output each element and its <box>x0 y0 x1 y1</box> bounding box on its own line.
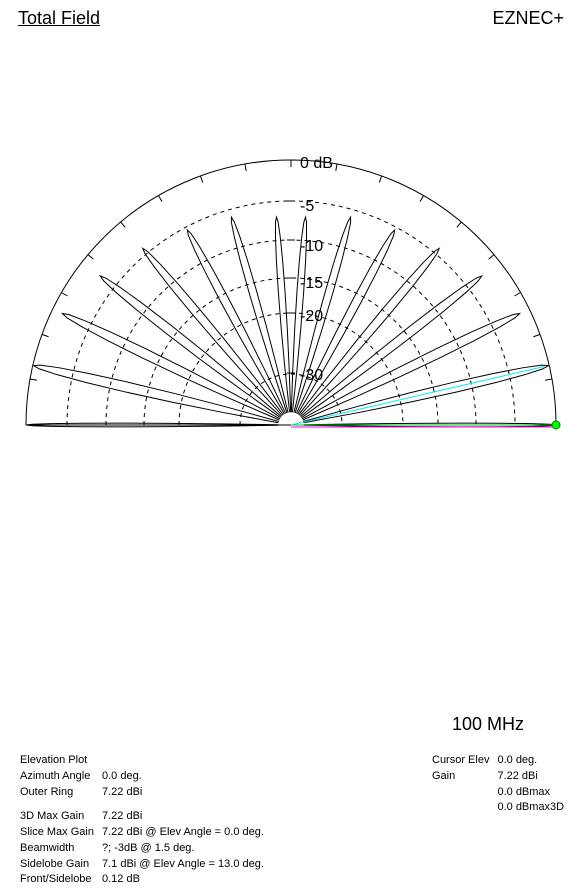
info-left-table: Elevation Plot Azimuth Angle0.0 deg.Outer… <box>18 752 272 889</box>
title-left: Total Field <box>18 8 100 29</box>
info-cell: 0.0 deg. <box>102 770 270 784</box>
info-cell: 7.22 dBi <box>497 770 570 784</box>
info-cell <box>432 786 495 800</box>
info-cell <box>102 754 270 768</box>
info-right-block: Cursor Elev0.0 deg.Gain7.22 dBi 0.0 dBmax… <box>430 752 572 817</box>
polar-chart: 0 dB -5 -10 -15 -20 -30 <box>0 145 582 470</box>
polar-chart-svg: 0 dB -5 -10 -15 -20 -30 <box>0 145 582 465</box>
info-cell: 7.22 dBi <box>102 786 270 800</box>
info-cell: Beamwidth <box>20 842 100 856</box>
info-cell: Front/Sidelobe <box>20 873 100 887</box>
svg-text:-20: -20 <box>300 308 323 325</box>
title-right: EZNEC+ <box>492 8 564 29</box>
info-left-block: Elevation Plot Azimuth Angle0.0 deg.Outer… <box>18 752 272 889</box>
info-cell: 3D Max Gain <box>20 810 100 824</box>
info-cell: 0.0 dBmax <box>497 786 570 800</box>
info-cell: Elevation Plot <box>20 754 100 768</box>
info-right-table: Cursor Elev0.0 deg.Gain7.22 dBi 0.0 dBmax… <box>430 752 572 817</box>
svg-text:-15: -15 <box>300 275 323 292</box>
info-cell: 0.0 deg. <box>497 754 570 768</box>
info-cell: 7.22 dBi <box>102 810 270 824</box>
info-cell: 0.12 dB <box>102 873 270 887</box>
frequency-label: 100 MHz <box>452 714 524 735</box>
info-cell <box>432 801 495 815</box>
svg-text:-5: -5 <box>300 198 314 215</box>
info-cell: Azimuth Angle <box>20 770 100 784</box>
info-cell: ?; -3dB @ 1.5 deg. <box>102 842 270 856</box>
info-cell: 0.0 dBmax3D <box>497 801 570 815</box>
svg-text:0 dB: 0 dB <box>300 155 333 172</box>
info-cell: Cursor Elev <box>432 754 495 768</box>
svg-text:-30: -30 <box>300 367 323 384</box>
info-cell: Slice Max Gain <box>20 826 100 840</box>
info-cell: 7.22 dBi @ Elev Angle = 0.0 deg. <box>102 826 270 840</box>
info-cell: Gain <box>432 770 495 784</box>
svg-text:-10: -10 <box>300 238 323 255</box>
info-cell: Outer Ring <box>20 786 100 800</box>
